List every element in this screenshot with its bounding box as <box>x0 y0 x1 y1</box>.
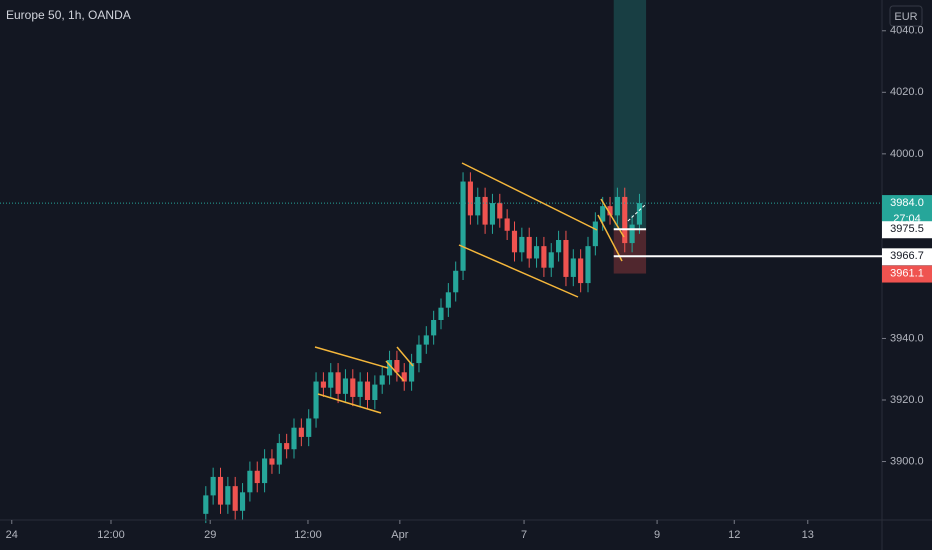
candle-body <box>335 372 341 394</box>
candle-body <box>600 206 606 222</box>
candle-body <box>533 246 540 259</box>
y-tick-label: 4000.0 <box>890 148 924 160</box>
candle-body <box>328 372 334 388</box>
x-tick-label: 9 <box>654 529 660 541</box>
candle-body <box>416 344 422 364</box>
last-price-label: 3984.0 <box>890 197 924 209</box>
level-price-box <box>882 248 932 266</box>
candle-body <box>210 476 216 496</box>
candle-body <box>247 470 253 493</box>
trend-line <box>396 346 414 367</box>
candle-body <box>526 236 532 259</box>
candle-body <box>519 236 525 253</box>
candle-body <box>357 381 363 397</box>
candle-body <box>614 196 620 216</box>
entry-price-label: 3975.5 <box>890 223 924 235</box>
currency-label[interactable]: EUR <box>894 11 917 23</box>
candle-body <box>394 360 400 373</box>
x-tick-label: 12:00 <box>97 529 125 541</box>
candle-body <box>570 258 576 277</box>
candle-body <box>504 218 510 231</box>
candle-body <box>636 203 643 225</box>
drawings <box>314 162 647 414</box>
candle-body <box>445 292 451 308</box>
candle-body <box>386 360 393 376</box>
trend-line <box>385 360 405 382</box>
candle-body <box>409 363 415 382</box>
y-tick-label: 4040.0 <box>890 25 924 37</box>
candle-body <box>482 196 488 225</box>
candle-body <box>511 230 518 253</box>
stop-price-label: 3961.1 <box>890 267 924 279</box>
candle-body <box>372 384 378 400</box>
candle-body <box>607 206 613 216</box>
candle-body <box>541 246 547 268</box>
y-tick-label: 4020.0 <box>890 86 924 98</box>
trend-line <box>600 198 625 238</box>
candle-body <box>225 486 231 505</box>
candle-body <box>423 335 429 345</box>
candle-body <box>563 240 569 277</box>
candle-body <box>276 443 282 465</box>
candle-body <box>431 320 437 336</box>
candle-body <box>262 458 268 484</box>
candle-body <box>298 427 304 437</box>
candle-body <box>291 427 297 450</box>
candle-body <box>284 443 290 450</box>
candle-body <box>254 470 260 484</box>
candle-body <box>475 196 481 216</box>
candle-body <box>306 418 312 437</box>
trend-line <box>461 162 598 231</box>
chart-title: Europe 50, 1h, OANDA <box>6 8 131 22</box>
candle-body <box>578 258 584 284</box>
candle-body <box>438 307 444 320</box>
candle-body <box>585 246 591 284</box>
candle-body <box>556 240 562 253</box>
candle-body <box>629 224 635 244</box>
candle-body <box>232 486 238 511</box>
y-tick-label: 3920.0 <box>890 394 924 406</box>
entry-price-box <box>882 221 932 239</box>
stop-price-box <box>882 265 932 283</box>
candle-body <box>497 203 503 219</box>
y-tick-label: 3900.0 <box>890 455 924 467</box>
candle-body <box>467 181 473 216</box>
x-tick-label: 7 <box>521 529 527 541</box>
candle-body <box>548 252 554 268</box>
candle-body <box>203 495 209 514</box>
candle-body <box>592 221 598 247</box>
trend-line <box>458 244 579 298</box>
candle-body <box>460 181 466 271</box>
candle-body <box>350 378 356 397</box>
candle-body <box>320 381 326 388</box>
currency-button[interactable] <box>889 5 923 27</box>
trend-line <box>597 214 623 262</box>
x-tick-label: 24 <box>6 529 18 541</box>
level-price-label: 3966.7 <box>890 250 924 262</box>
trend-line <box>317 393 382 414</box>
candle-body <box>453 270 459 293</box>
x-tick-label: 29 <box>204 529 216 541</box>
x-tick-label: 12:00 <box>294 529 322 541</box>
candle-body <box>342 378 349 394</box>
target-zone <box>613 0 647 230</box>
candle-body <box>364 381 371 400</box>
candle-body <box>217 476 224 505</box>
y-tick-label: 3940.0 <box>890 332 924 344</box>
candle-body <box>239 492 246 511</box>
candle-body <box>622 196 628 244</box>
x-tick-label: Apr <box>391 529 408 541</box>
projection-arrow <box>627 203 647 222</box>
candle-body <box>379 375 385 385</box>
x-tick-label: 12 <box>728 529 740 541</box>
x-tick-label: 13 <box>802 529 814 541</box>
candle-body <box>401 372 407 382</box>
candle-body <box>269 458 275 465</box>
trend-line <box>314 346 389 369</box>
candle-body <box>313 381 319 419</box>
candle-body <box>489 203 496 225</box>
